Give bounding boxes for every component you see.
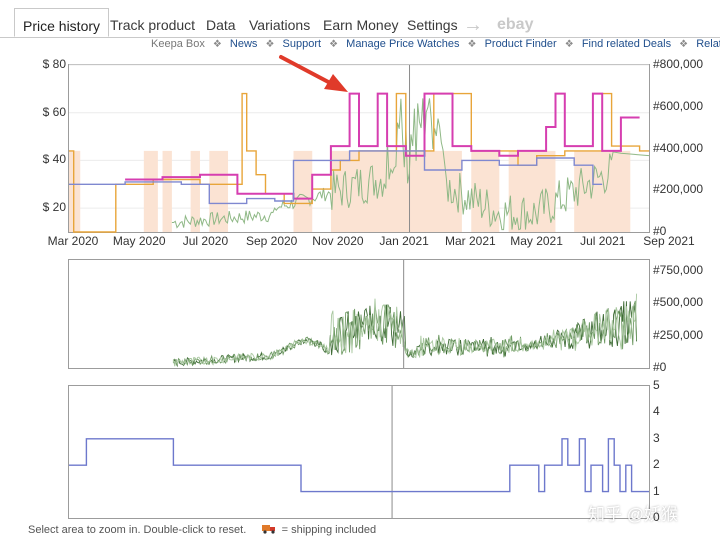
sales-rank-line: [171, 98, 650, 231]
link-related-be[interactable]: Related Be: [696, 38, 720, 50]
price-chart-plot[interactable]: [69, 64, 650, 233]
tab-bar: Price history Track product Data Variati…: [0, 0, 720, 38]
tab-data[interactable]: Data: [206, 17, 236, 33]
x-tick-label: Mar 2020: [47, 234, 99, 248]
tab-track-product[interactable]: Track product: [110, 17, 196, 33]
truck-icon: [261, 524, 276, 536]
price-y-tick: $ 60: [42, 104, 66, 119]
links-row: Keepa Box ❖ News ❖ Support ❖ Manage Pric…: [151, 38, 720, 50]
rank-detail-y-tick: #500,000: [653, 295, 704, 310]
separator-icon: ❖: [329, 39, 339, 50]
price-y-tick: $ 40: [42, 152, 66, 167]
used-price-line: [69, 150, 603, 205]
offer-y-tick: 1: [653, 483, 660, 498]
sales-rank-chart-panel[interactable]: [68, 259, 650, 369]
separator-icon: ❖: [564, 39, 574, 50]
x-tick-label: May 2020: [112, 234, 166, 248]
offer-count-line: [69, 438, 649, 493]
chart-footer: Select area to zoom in. Double-click to …: [28, 524, 376, 536]
shipping-fill-band: [209, 150, 229, 232]
tab-earn-money[interactable]: Earn Money: [323, 17, 399, 33]
rank-detail-line: [172, 300, 638, 367]
tab-underline: [0, 37, 720, 38]
link-product-finder[interactable]: Product Finder: [484, 38, 557, 50]
zoom-hint-text: Select area to zoom in. Double-click to …: [28, 524, 247, 536]
x-tick-label: May 2021: [510, 234, 563, 248]
link-find-related-deals[interactable]: Find related Deals: [581, 38, 672, 50]
shipping-fill-band: [143, 150, 158, 232]
link-manage-price-watches[interactable]: Manage Price Watches: [346, 38, 460, 50]
price-y-tick: $ 80: [42, 57, 66, 71]
link-news[interactable]: News: [229, 38, 258, 50]
tab-variations[interactable]: Variations: [249, 17, 311, 33]
shipping-fill-band: [293, 150, 313, 232]
amazon-price-line: [69, 92, 649, 233]
offer-y-tick: 4: [653, 404, 660, 419]
shipping-fill-band: [190, 150, 200, 232]
x-tick-label: Sep 2020: [245, 234, 298, 248]
separator-icon: ❖: [467, 39, 477, 50]
price-chart-panel[interactable]: [68, 64, 650, 233]
tab-settings[interactable]: Settings: [407, 17, 458, 33]
x-tick-label: Jul 2021: [580, 234, 626, 248]
separator-icon: ❖: [212, 39, 222, 50]
offer-count-chart-panel[interactable]: [68, 385, 650, 519]
separator-icon: ❖: [265, 39, 275, 50]
x-tick-label: Mar 2021: [444, 234, 496, 248]
rank-y-tick: #0: [653, 224, 667, 238]
rank-detail-y-tick: #0: [653, 360, 667, 374]
sales-rank-chart-plot[interactable]: [69, 260, 649, 368]
shipping-fill-band: [162, 150, 172, 232]
offer-y-tick: 2: [653, 457, 660, 472]
offer-count-chart-plot[interactable]: [69, 386, 649, 518]
tab-price-history[interactable]: Price history: [14, 8, 110, 37]
rank-y-tick: #600,000: [653, 98, 704, 113]
x-tick-label: Jan 2021: [379, 234, 429, 248]
offer-y-tick: 5: [653, 378, 660, 392]
x-tick-label: Nov 2020: [312, 234, 364, 248]
rank-y-tick: #800,000: [653, 57, 704, 71]
shipping-fill-band: [69, 150, 81, 232]
shipping-fill-band: [574, 150, 631, 232]
offer-y-tick: 0: [653, 510, 660, 524]
link-keepa-box[interactable]: Keepa Box: [151, 38, 205, 50]
rank-y-tick: #400,000: [653, 140, 704, 155]
rank-detail-y-tick: #250,000: [653, 327, 704, 342]
shipping-legend-text: = shipping included: [281, 524, 377, 536]
rank-detail-line: [172, 293, 638, 367]
arrow-right-icon: →: [463, 14, 483, 36]
price-y-tick: $ 20: [42, 200, 66, 215]
x-tick-label: Jul 2020: [182, 234, 229, 248]
rank-y-tick: #200,000: [653, 182, 704, 197]
offer-y-tick: 3: [653, 430, 660, 445]
separator-icon: ❖: [679, 39, 689, 50]
watermark: 知乎 @妖猴: [588, 505, 678, 524]
x-tick-label: Sep 2021: [643, 234, 695, 248]
rank-detail-y-tick: #750,000: [653, 262, 704, 277]
tab-ebay[interactable]: ebay: [497, 16, 534, 33]
link-support[interactable]: Support: [282, 38, 322, 50]
